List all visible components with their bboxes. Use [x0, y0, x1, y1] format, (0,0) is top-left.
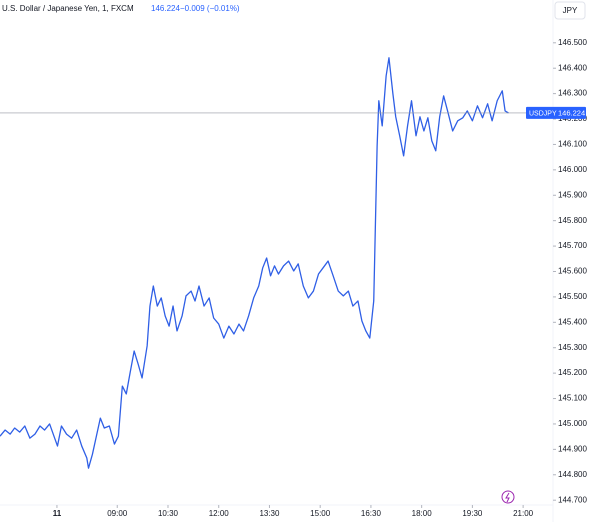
y-tick-label: 145.000 [558, 419, 587, 428]
price-line [0, 57, 509, 469]
symbol-title: U.S. Dollar / Japanese Yen, 1, FXCM [2, 4, 134, 13]
y-tick-label: 145.500 [558, 292, 587, 301]
currency-button[interactable] [554, 1, 586, 20]
y-tick-label: 144.700 [558, 495, 587, 504]
x-tick-label: 19:30 [462, 509, 483, 518]
y-tick-label: 146.100 [558, 140, 587, 149]
event-icon[interactable] [501, 490, 515, 504]
x-tick-label: 15:00 [310, 509, 331, 518]
y-tick-label: 145.900 [558, 190, 587, 199]
y-tick-label: 144.800 [558, 470, 587, 479]
price-tag-symbol: USDJPY [529, 110, 557, 117]
x-tick-label: 18:00 [412, 509, 433, 518]
y-tick-label: 144.900 [558, 444, 587, 453]
y-tick-label: 146.000 [558, 165, 587, 174]
x-tick-label: 11 [53, 509, 62, 518]
y-tick-label: 145.700 [558, 241, 587, 250]
y-tick-label: 145.600 [558, 267, 587, 276]
x-tick-label: 16:30 [361, 509, 382, 518]
price-tag-value: 146.224 [558, 108, 585, 117]
y-tick-label: 146.300 [558, 89, 587, 98]
x-tick-label: 12:00 [209, 509, 230, 518]
price-tag [526, 106, 586, 119]
price-change: −0.009 (−0.01%) [180, 4, 240, 13]
last-price: 146.224 [151, 4, 180, 13]
y-tick-label: 145.400 [558, 317, 587, 326]
y-tick-label: 145.200 [558, 368, 587, 377]
currency-label[interactable]: JPY [563, 6, 578, 15]
y-tick-label: 145.100 [558, 394, 587, 403]
event-icon-bolt [505, 492, 510, 503]
y-tick-label: 145.800 [558, 216, 587, 225]
y-tick-label: 145.300 [558, 343, 587, 352]
x-tick-label: 09:00 [107, 509, 128, 518]
x-tick-label: 21:00 [513, 509, 534, 518]
y-tick-label: 146.400 [558, 63, 587, 72]
x-tick-label: 13:30 [259, 509, 280, 518]
y-tick-label: 146.500 [558, 38, 587, 47]
x-tick-label: 10:30 [158, 509, 179, 518]
